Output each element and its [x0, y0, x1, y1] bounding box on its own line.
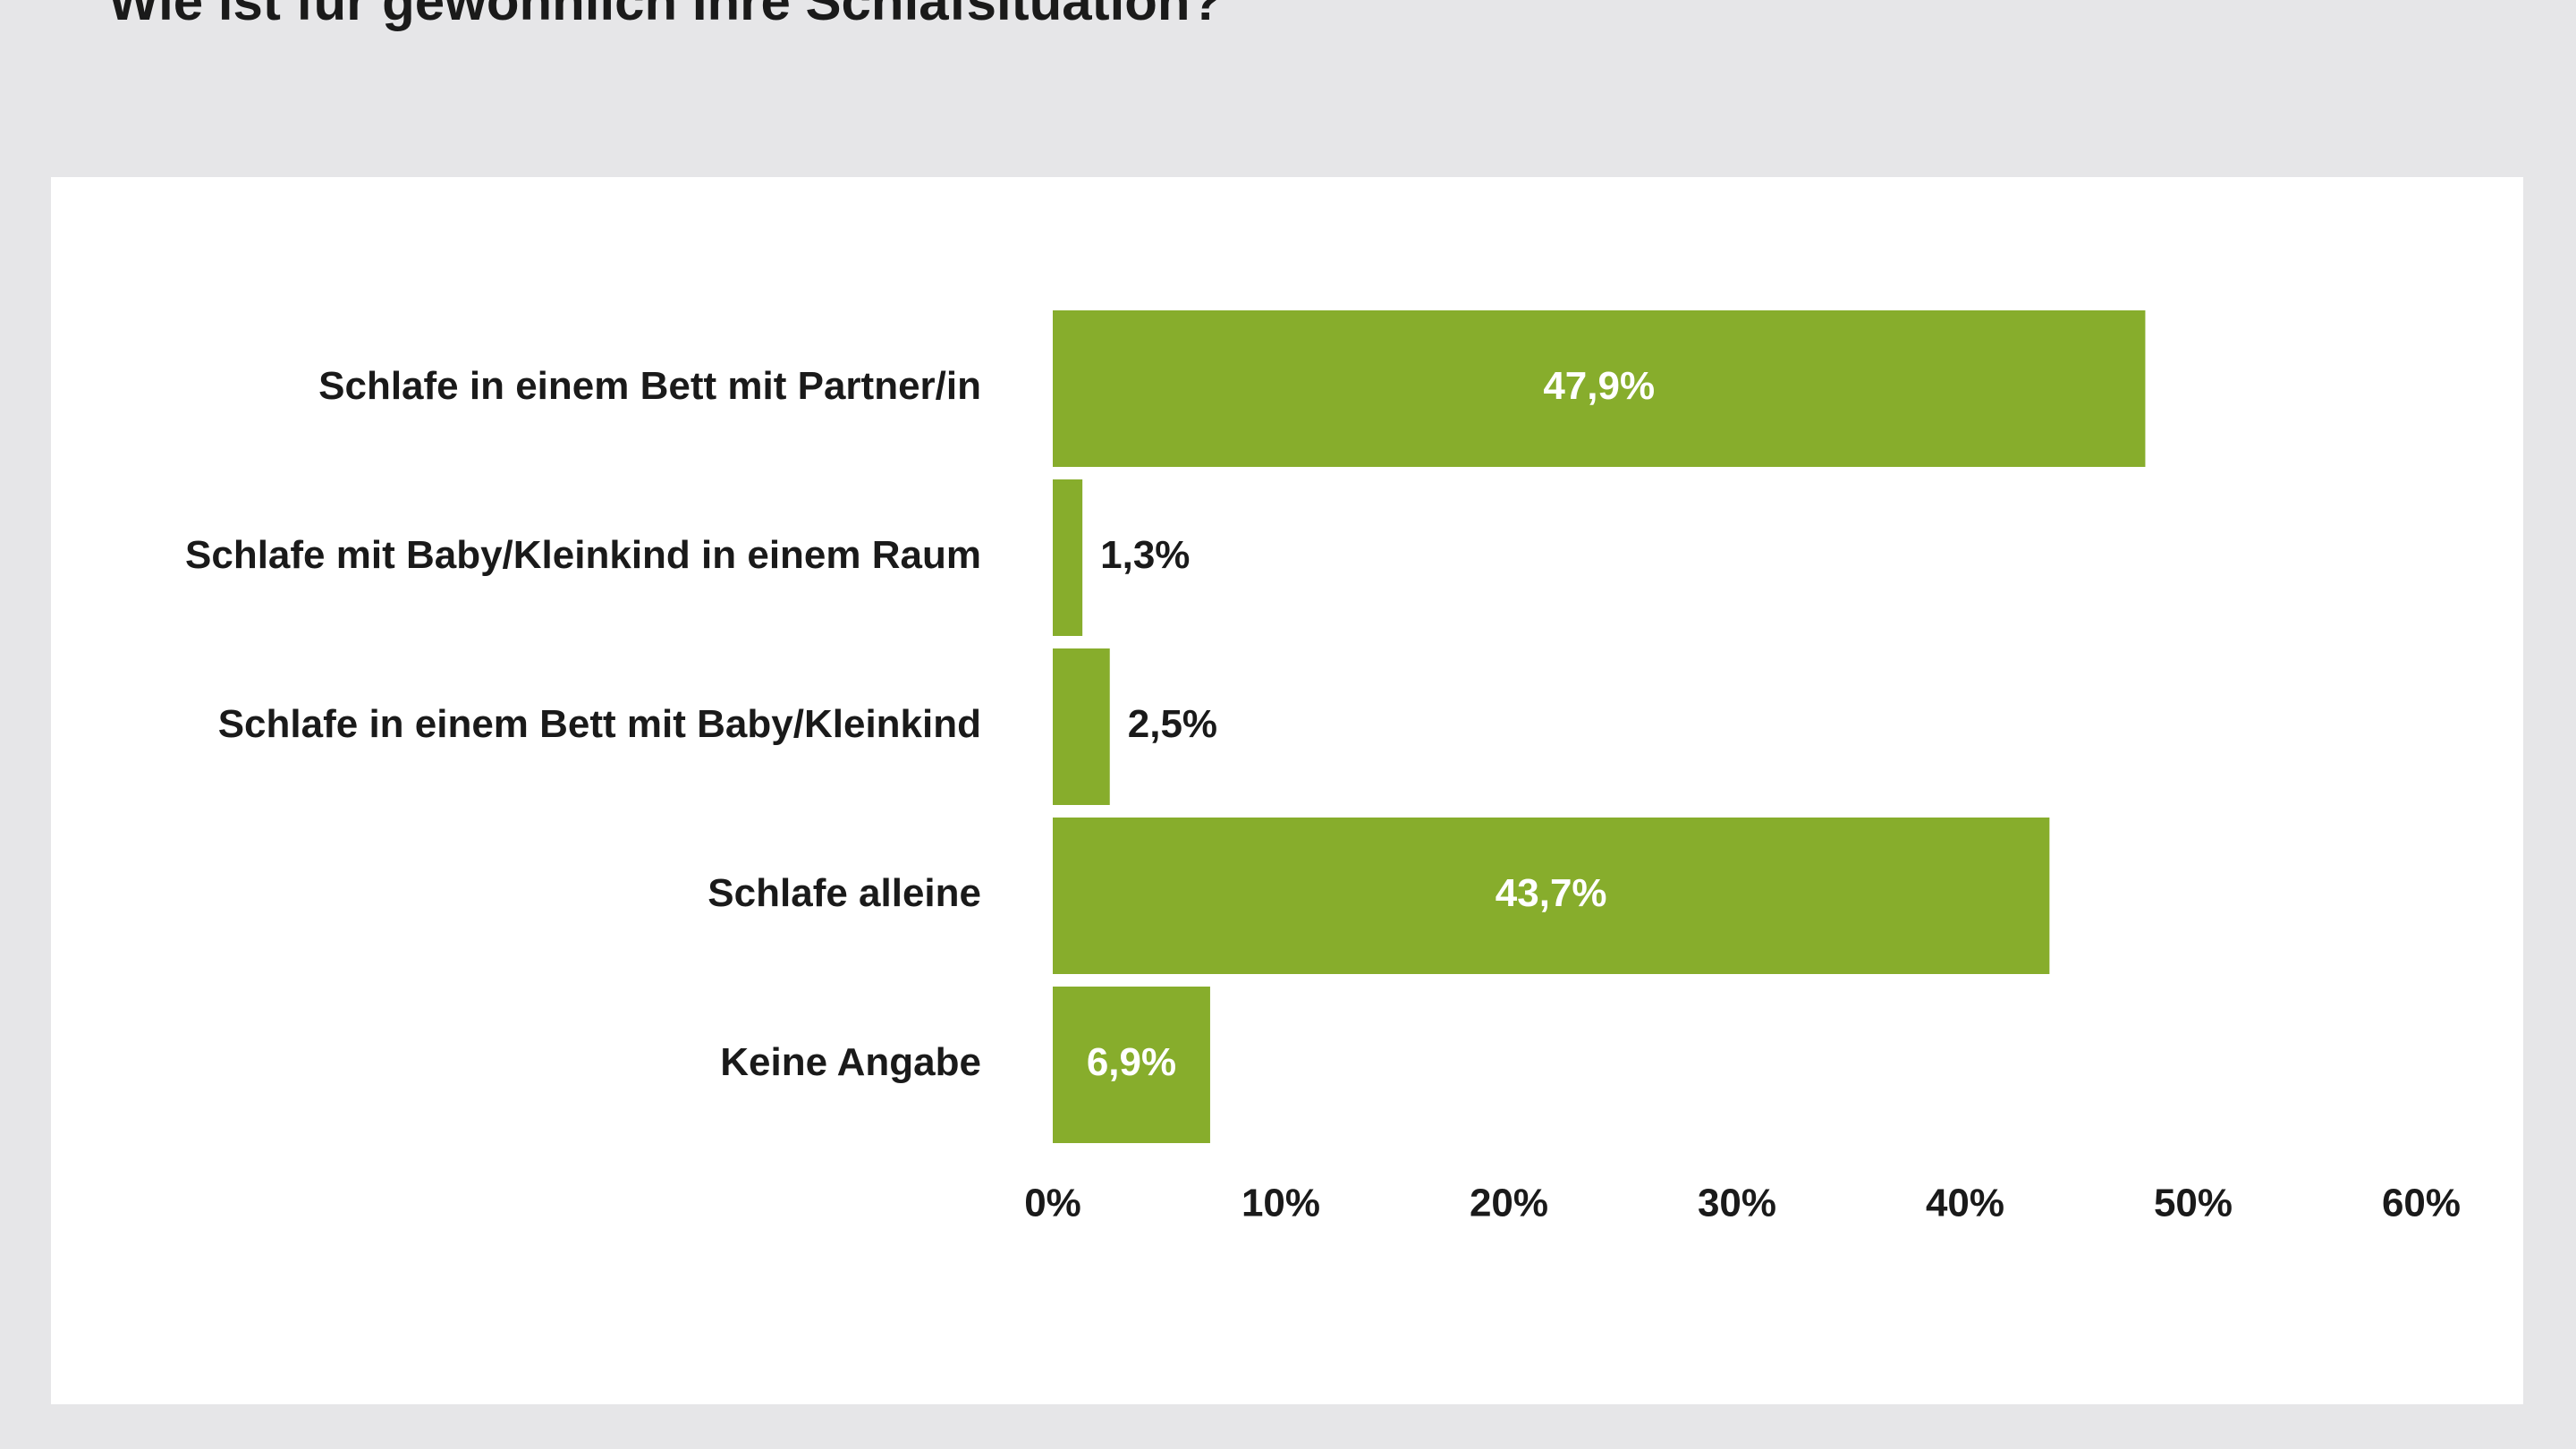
x-tick-label: 40% — [1926, 1182, 2004, 1225]
bar — [1053, 818, 2050, 974]
bar — [1053, 479, 1083, 636]
category-label: Keine Angabe — [720, 1040, 981, 1084]
value-label: 47,9% — [1543, 364, 1655, 408]
x-tick-label: 0% — [1024, 1182, 1081, 1225]
category-label: Schlafe alleine — [708, 871, 981, 915]
x-tick-label: 20% — [1470, 1182, 1548, 1225]
chart-title: Wie ist für gewöhnlich Ihre Schlafsituat… — [108, 0, 1223, 31]
bar — [1053, 310, 2146, 467]
category-label: Schlafe in einem Bett mit Baby/Kleinkind — [218, 702, 981, 746]
x-tick-label: 60% — [2382, 1182, 2461, 1225]
x-tick-label: 50% — [2154, 1182, 2233, 1225]
value-label: 1,3% — [1100, 533, 1190, 577]
value-label: 2,5% — [1128, 702, 1217, 746]
category-label: Schlafe in einem Bett mit Partner/in — [318, 364, 981, 408]
x-tick-label: 30% — [1698, 1182, 1776, 1225]
value-label: 6,9% — [1087, 1040, 1176, 1084]
bar — [1053, 987, 1210, 1143]
category-label: Schlafe mit Baby/Kleinkind in einem Raum — [185, 533, 981, 577]
x-tick-label: 10% — [1241, 1182, 1320, 1225]
value-label: 43,7% — [1496, 871, 1607, 915]
bar — [1053, 648, 1110, 805]
